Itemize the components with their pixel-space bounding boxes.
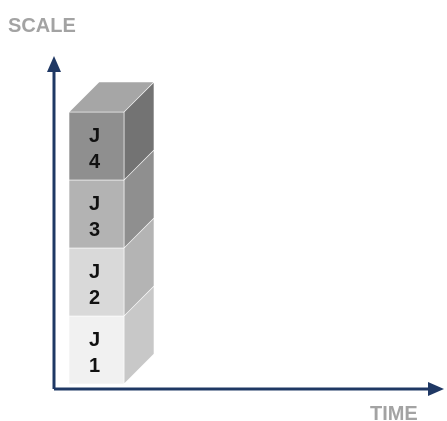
block-label-prefix: J <box>89 261 100 283</box>
block-label-prefix: J <box>89 125 100 147</box>
block-label-number: 2 <box>89 287 100 309</box>
x-axis-arrowhead <box>428 382 444 396</box>
block-label-number: 4 <box>89 151 101 173</box>
block-j3: J3 <box>68 149 155 249</box>
block-front-face <box>68 111 125 181</box>
block-j2: J2 <box>68 217 155 317</box>
block-label-number: 1 <box>89 355 100 377</box>
y-axis-arrowhead <box>47 56 61 72</box>
block-front-face <box>68 315 125 385</box>
x-axis-title: TIME <box>370 403 418 421</box>
block-front-face <box>68 247 125 317</box>
block-j1: J1 <box>68 285 155 385</box>
block-top-face <box>68 81 155 113</box>
block-label-prefix: J <box>89 329 100 351</box>
y-axis-title: SCALE <box>8 15 76 37</box>
block-j4: J4 <box>68 81 155 181</box>
block-label-number: 3 <box>89 219 100 241</box>
block-label-prefix: J <box>89 193 100 215</box>
